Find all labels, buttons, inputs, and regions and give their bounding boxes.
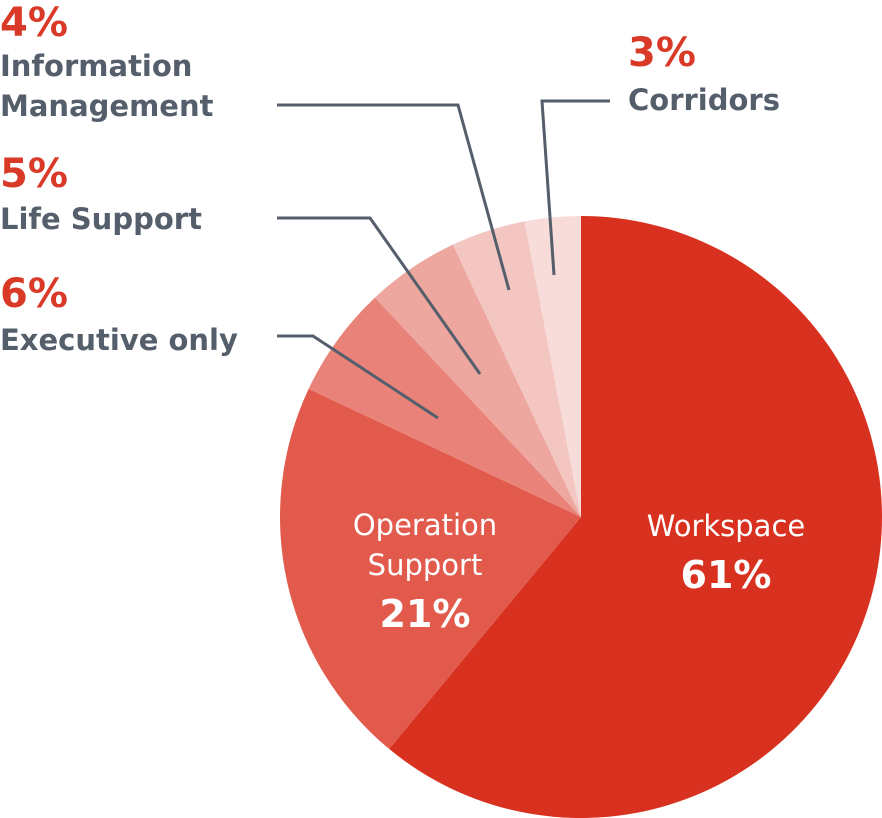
- slice-value-operation-support: 21%: [380, 592, 471, 636]
- slice-label-operation-support-line-1: Operation: [353, 508, 497, 542]
- pie-slice-corridors: [524, 216, 581, 517]
- slice-label-corridors: Corridors: [628, 83, 780, 117]
- slice-value-information-management: 4%: [0, 0, 68, 46]
- leader-line-corridors: [540, 99, 610, 276]
- slice-label-executive-only: Executive only: [0, 323, 238, 357]
- pie-slices: [280, 216, 882, 818]
- slice-value-life-support: 5%: [0, 151, 68, 197]
- slice-label-workspace: Workspace: [647, 509, 806, 543]
- pie-slice-life-support: [374, 244, 581, 517]
- slice-labels: Workspace 61% Operation Support 21% 6% Executi…: [0, 0, 806, 636]
- slice-label-information-management-line-1: Information: [0, 49, 192, 83]
- pie-slice-operation-support: [280, 388, 581, 749]
- leader-line-executive-only: [277, 334, 439, 420]
- pie-slice-workspace: [389, 216, 882, 818]
- slice-label-life-support: Life Support: [0, 202, 202, 236]
- slice-label-operation-support-line-2: Support: [368, 548, 483, 582]
- slice-value-workspace: 61%: [681, 553, 772, 597]
- leader-line-information-management: [277, 103, 511, 291]
- leader-lines: [277, 99, 610, 420]
- slice-value-corridors: 3%: [628, 30, 696, 76]
- slice-label-information-management-line-2: Management: [0, 89, 214, 123]
- pie-slice-executive-only: [308, 297, 581, 517]
- leader-line-life-support: [277, 216, 482, 375]
- pie-slice-information-management: [452, 221, 581, 517]
- slice-value-executive-only: 6%: [0, 271, 68, 317]
